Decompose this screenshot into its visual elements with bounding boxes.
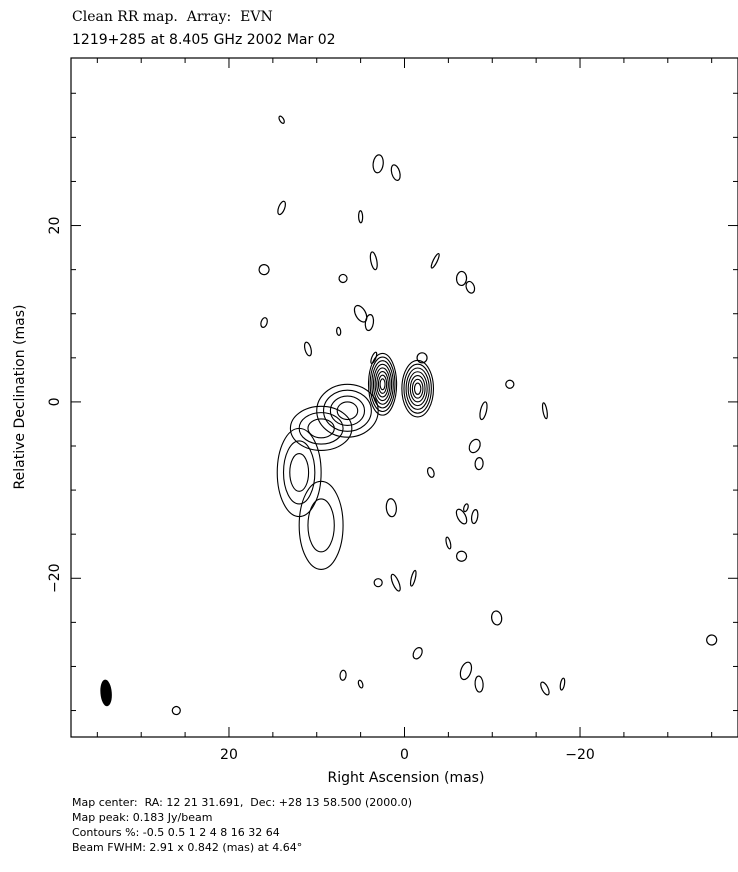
noise-contour [340,670,347,680]
noise-contour [479,401,489,420]
beam-ellipse-layer [100,680,112,706]
contour-knot-b [299,413,343,444]
noise-contour [386,498,398,517]
noise-contour [539,681,551,696]
noise-contour [471,509,479,524]
contour-knot-b [308,419,334,438]
noise-contour [338,274,347,283]
contour-knot-a [330,396,364,425]
noise-contour [260,317,269,328]
noise-contour [426,467,435,478]
contour-inner-jet [406,368,429,409]
noise-contour [706,634,718,646]
x-tick-label: 20 [220,747,238,763]
contour-knot-d [308,499,334,552]
contours-text: Contours %: -0.5 0.5 1 2 4 8 16 32 64 [72,825,280,840]
noise-contour [374,579,382,587]
noise-contour [445,537,452,550]
noise-contour [171,705,182,716]
beam-text: Beam FWHM: 2.91 x 0.842 (mas) at 4.64° [72,840,302,855]
x-axis-label: Right Ascension (mas) [328,770,485,786]
noise-contour [409,570,417,586]
noise-contour [491,610,503,625]
contour-knot-d [299,481,343,569]
y-tick-label: −20 [47,563,63,593]
noise-contour-layer [171,115,718,716]
noise-contour [357,680,363,689]
noise-contour [411,646,424,660]
noise-contour [372,154,384,173]
x-tick-label: 0 [400,747,409,763]
contour-inner-jet [408,372,427,406]
noise-contour [559,678,565,691]
noise-contour [505,379,516,390]
noise-contour [364,314,374,331]
map-center-text: Map center: RA: 12 21 31.691, Dec: +28 1… [72,795,412,810]
noise-contour [352,303,369,324]
beam-ellipse [100,680,112,706]
noise-contour [475,457,484,470]
noise-contour [389,573,402,592]
contour-knot-c [284,441,315,504]
noise-contour [430,253,441,269]
noise-contour [303,341,312,356]
y-axis-label: Relative Declination (mas) [12,305,28,490]
noise-contour [390,164,402,182]
noise-contour [475,676,484,693]
contour-core [375,368,390,401]
noise-contour [358,211,362,223]
noise-contour [455,550,468,563]
noise-contour [463,503,469,512]
contour-knot-a [317,384,378,437]
noise-contour [336,327,341,335]
x-tick-label: −20 [565,747,595,763]
contour-knot-c [290,454,309,492]
noise-contour [542,403,549,419]
noise-contour [467,437,482,454]
map-peak-text: Map peak: 0.183 Jy/beam [72,810,212,825]
noise-contour [456,271,467,286]
contour-inner-jet [415,383,421,394]
y-tick-label: 0 [47,397,63,406]
contour-core [380,379,385,390]
noise-contour [369,251,378,270]
noise-contour [458,661,473,681]
y-tick-label: 20 [47,217,63,235]
noise-contour [278,115,285,124]
noise-contour [257,263,270,276]
contour-core [373,364,391,404]
noise-contour [370,352,378,365]
noise-contour [276,200,287,215]
contour-layer [277,353,433,569]
tick-layer: 20 0 −20 20 0 −20 [47,58,738,763]
